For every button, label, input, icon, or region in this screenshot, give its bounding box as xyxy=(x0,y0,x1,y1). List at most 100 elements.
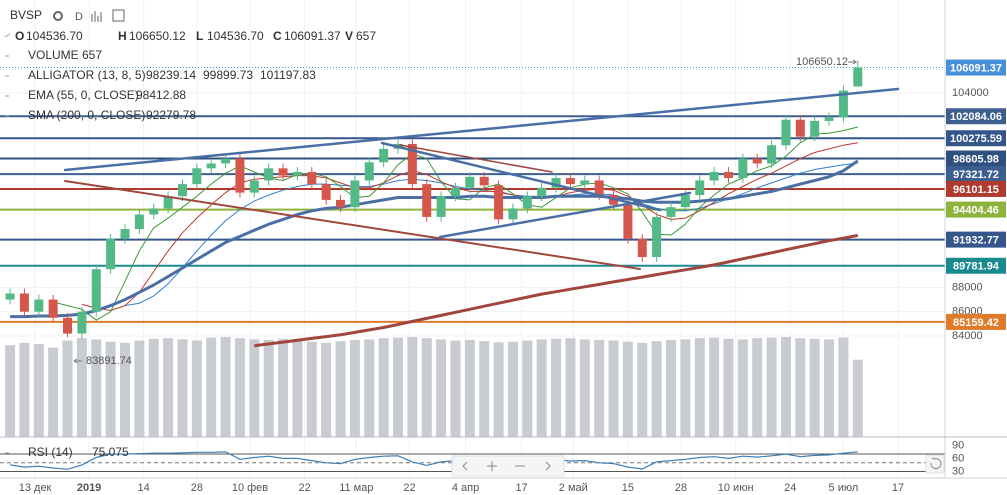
candle-body xyxy=(63,317,73,334)
volume-bar xyxy=(393,337,404,437)
volume-bar xyxy=(349,339,360,437)
candle-body xyxy=(264,168,274,181)
x-tick-label: 14 xyxy=(138,482,150,494)
candle-body xyxy=(278,168,288,176)
candle-body xyxy=(48,299,58,318)
candles xyxy=(5,60,863,339)
volume-bar xyxy=(177,339,188,437)
candle-body xyxy=(680,195,690,208)
y-tick-label: 84000 xyxy=(952,330,983,342)
scroll-right[interactable] xyxy=(545,461,551,471)
volume-bar xyxy=(120,342,131,437)
x-tick-label: 10 июн xyxy=(718,482,754,494)
candle-body xyxy=(709,171,719,181)
x-tick-label: 24 xyxy=(784,482,796,494)
volume-bar xyxy=(752,338,763,437)
reset-icon xyxy=(930,457,942,470)
legend-name: VOLUME xyxy=(28,48,79,62)
candle-body xyxy=(637,238,647,258)
rsi-tick-label: 90 xyxy=(952,439,964,451)
volume-bar xyxy=(436,339,447,437)
rsi-pane xyxy=(0,451,945,472)
legend-value: 92279.78 xyxy=(146,108,196,122)
ohlc-key: C xyxy=(273,29,282,43)
volume-bar xyxy=(450,340,461,437)
candle-body xyxy=(666,207,676,217)
volume-bar xyxy=(824,339,835,437)
price-label: 97321.72 xyxy=(953,169,999,181)
interval[interactable]: D xyxy=(75,11,83,23)
rsi-name: RSI (14) xyxy=(28,445,73,459)
settings-icon[interactable] xyxy=(53,11,63,21)
volume-bar xyxy=(464,339,475,437)
nav-bar xyxy=(451,455,565,477)
candle-body xyxy=(235,158,245,193)
legend-value: 99899.73 xyxy=(203,68,253,82)
y-tick-label: 104000 xyxy=(952,87,989,99)
compare-icon[interactable] xyxy=(112,9,125,22)
candle-body xyxy=(465,176,475,188)
x-tick-label: 17 xyxy=(515,482,527,494)
volume-bar xyxy=(507,341,518,437)
candle-body xyxy=(824,117,834,121)
volume-bar xyxy=(838,337,849,437)
symbol: BVSP xyxy=(10,8,42,22)
candle-body xyxy=(321,184,331,200)
scroll-left[interactable] xyxy=(462,461,468,471)
x-tick-label: 13 дек xyxy=(19,482,52,494)
volume-bar xyxy=(666,339,677,437)
volume-bar xyxy=(479,341,490,437)
volume-bar xyxy=(148,338,159,437)
volume xyxy=(5,337,863,437)
volume-bar xyxy=(407,337,418,437)
ohlc-legend: O 104536.70 H 106650.12 L 104536.70 C 106091.37… xyxy=(15,29,376,43)
candle-body xyxy=(537,187,547,197)
volume-bar xyxy=(321,342,332,437)
arrow xyxy=(73,358,82,364)
last-price-label: 106091.37 xyxy=(950,62,1002,74)
candle-body xyxy=(508,208,518,220)
ohlc-value: 657 xyxy=(356,29,376,43)
candle-body xyxy=(249,180,259,193)
volume-bar xyxy=(766,337,777,437)
volume-bar xyxy=(134,340,145,437)
legend-name: SMA (200, 0, CLOSE) xyxy=(28,108,145,122)
volume-bar xyxy=(852,359,863,437)
ohlc-value: 106091.37 xyxy=(284,29,341,43)
high-annotation: 106650.12 xyxy=(796,56,848,68)
candle-body xyxy=(364,162,374,181)
volume-bar xyxy=(622,341,633,437)
candle-body xyxy=(34,299,44,312)
indicator-line xyxy=(10,159,859,319)
volume-bar xyxy=(206,337,217,437)
trend-line xyxy=(399,144,553,173)
candle-body xyxy=(853,67,863,87)
bars-icon[interactable] xyxy=(91,11,102,22)
legend-value: 98412.88 xyxy=(136,88,186,102)
candle-body xyxy=(149,208,159,215)
volume-bar xyxy=(62,340,73,437)
ohlc-key: H xyxy=(118,29,127,43)
price-box xyxy=(946,313,1006,330)
volume-bar xyxy=(249,339,260,437)
price-box xyxy=(946,150,1006,167)
volume-bar xyxy=(292,340,303,437)
candle-body xyxy=(292,171,302,176)
volume-bar xyxy=(709,337,720,437)
trend-line xyxy=(64,180,641,270)
price-label: 96101.15 xyxy=(953,184,999,196)
volume-bar xyxy=(335,341,346,437)
ohlc-value: 106650.12 xyxy=(129,29,186,43)
candle-body xyxy=(77,311,87,334)
ohlc-key: O xyxy=(15,29,24,43)
candle-body xyxy=(623,204,633,239)
ohlc-key: L xyxy=(196,29,203,43)
x-tick-label: 2019 xyxy=(77,482,101,494)
volume-bar xyxy=(680,339,691,437)
price-label: 91932.77 xyxy=(953,235,999,247)
candle-body xyxy=(106,238,116,270)
candle-body xyxy=(723,171,733,179)
x-tick-label: 2 май xyxy=(559,482,588,494)
zoom-in[interactable] xyxy=(487,461,497,471)
